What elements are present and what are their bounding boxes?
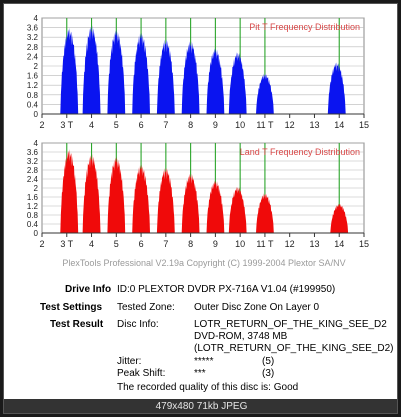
land-distribution-peak <box>181 173 200 233</box>
land-x-tick-label: 15 <box>359 239 369 249</box>
pit-x-tick-label: 10 <box>235 120 245 130</box>
peak-shift-label: Peak Shift: <box>117 368 166 379</box>
land-x-tick-label: 13 <box>309 239 319 249</box>
land-distribution-peak <box>132 164 150 233</box>
jitter-value: (5) <box>262 356 275 367</box>
land-distribution-peak <box>206 180 225 233</box>
land-distribution-peak <box>256 193 274 233</box>
pit-distribution-peak <box>132 32 150 115</box>
disc-info-line1: LOTR_RETURN_OF_THE_KING_SEE_D2 <box>194 319 387 330</box>
pit-x-tick-label: 6 <box>139 120 144 130</box>
pit-x-tick-label: 8 <box>188 120 193 130</box>
land-x-tick-label: 4 <box>89 239 94 249</box>
land-x-tick-label: 2 <box>39 239 44 249</box>
land-x-tick-label: 3 T <box>60 239 73 249</box>
pit-frequency-chart: 00.40.81.21.622.42.83.23.642 3 T 4 5 6 7 8 9 10 1… <box>27 14 369 130</box>
pit-y-tick-label: 1.6 <box>27 72 39 81</box>
pit-x-tick-label: 15 <box>359 120 369 130</box>
test-settings-label: Test Settings <box>40 302 103 313</box>
pit-distribution-peak <box>256 73 274 114</box>
copyright-footer: PlexTools Professional V2.19a Copyright … <box>62 258 345 268</box>
pit-x-tick-label: 14 <box>334 120 344 130</box>
disc-info-line2: DVD-ROM, 3748 MB <box>194 331 288 342</box>
pit-x-tick-label: 2 <box>39 120 44 130</box>
pit-y-tick-label: 3.6 <box>27 24 39 33</box>
pit-x-tick-label: 5 <box>114 120 119 130</box>
land-y-tick-label: 1.2 <box>27 202 39 211</box>
pit-y-tick-label: 4 <box>34 14 39 23</box>
pit-x-tick-label: 12 <box>285 120 295 130</box>
land-y-tick-label: 0.4 <box>27 220 39 229</box>
drive-info-value: ID:0 PLEXTOR DVDR PX-716A V1.04 (#199950… <box>117 284 336 295</box>
land-distribution-peak <box>156 167 175 233</box>
land-y-tick-label: 0 <box>34 229 39 238</box>
jitter-stars: ***** <box>194 356 214 367</box>
land-y-tick-label: 2.4 <box>27 175 39 184</box>
jitter-label: Jitter: <box>117 356 142 367</box>
charts-area: 00.40.81.21.622.42.83.23.642 3 T 4 5 6 7 8 9 10 1… <box>27 14 369 268</box>
land-x-tick-label: 5 <box>114 239 119 249</box>
land-y-tick-label: 2 <box>34 184 39 193</box>
pit-y-tick-label: 0.4 <box>27 100 39 109</box>
land-x-tick-label: 7 <box>163 239 168 249</box>
pit-distribution-peak <box>60 27 79 114</box>
land-y-tick-label: 3.2 <box>27 157 39 166</box>
pit-y-tick-label: 0.8 <box>27 91 39 100</box>
land-y-tick-label: 4 <box>34 139 39 148</box>
tested-zone-value: Outer Disc Zone On Layer 0 <box>194 302 320 313</box>
pit-x-tick-label: 3 T <box>60 120 73 130</box>
disc-info-label: Disc Info: <box>117 319 159 330</box>
pit-x-tick-label: 7 <box>163 120 168 130</box>
pit-x-tick-label: 13 <box>309 120 319 130</box>
pit-distribution-peak <box>156 39 175 114</box>
screenshot-frame: 0 0.4 0.8 1.2 1.6 2 2.4 2.8 3.2 3.6 4 2 3 T 4 5 6 7 8 9 10 1… <box>3 3 398 414</box>
pit-y-tick-label: 3.2 <box>27 33 39 42</box>
pit-x-tick-label: 11 T <box>256 120 274 130</box>
drive-info-label: Drive Info <box>65 284 112 295</box>
land-x-tick-label: 10 <box>235 239 245 249</box>
land-distribution-peak <box>228 186 247 233</box>
pit-distribution-peak <box>82 25 101 115</box>
land-y-tick-label: 2.8 <box>27 166 39 175</box>
pit-x-tick-label: 4 <box>89 120 94 130</box>
land-x-tick-label: 6 <box>139 239 144 249</box>
pit-y-tick-label: 2.4 <box>27 52 39 61</box>
land-distribution-peak <box>107 156 126 233</box>
land-x-tick-label: 11 T <box>256 239 274 249</box>
pit-y-tick-label: 2 <box>34 62 39 71</box>
land-distribution-peak <box>330 203 349 233</box>
peak-shift-value: (3) <box>262 368 275 379</box>
pit-distribution-peak <box>206 48 225 114</box>
pit-distribution-peak <box>107 29 126 114</box>
land-x-tick-label: 12 <box>285 239 295 249</box>
land-chart-title: Land T Frequency Distribution <box>240 147 360 157</box>
pit-distribution-peak <box>181 41 200 114</box>
pit-distribution-peak <box>228 52 247 114</box>
disc-info-line3: (LOTR_RETURN_OF_THE_KING_SEE_D2) <box>194 343 394 354</box>
pit-y-tick-label: 0 <box>34 110 39 119</box>
land-x-tick-label: 9 <box>213 239 218 249</box>
quality-summary: The recorded quality of this disc is: Go… <box>117 382 299 393</box>
pit-y-tick-label: 2.8 <box>27 43 39 52</box>
pit-x-tick-label: 9 <box>213 120 218 130</box>
land-y-tick-label: 3.6 <box>27 148 39 157</box>
test-result-label: Test Result <box>50 319 104 330</box>
tested-zone-label: Tested Zone: <box>117 302 175 313</box>
peak-shift-stars: *** <box>194 368 206 379</box>
land-y-tick-label: 0.8 <box>27 211 39 220</box>
pit-y-tick-label: 1.2 <box>27 81 39 90</box>
land-x-tick-label: 8 <box>188 239 193 249</box>
land-y-tick-label: 1.6 <box>27 193 39 202</box>
pit-distribution-peak <box>327 62 346 114</box>
land-distribution-peak <box>82 154 101 233</box>
pit-chart-title: Pit T Frequency Distribution <box>249 22 360 32</box>
land-frequency-chart: 00.40.81.21.622.42.83.23.642 3 T 4 5 6 7 8 9 10 1… <box>27 139 369 249</box>
land-x-tick-label: 14 <box>334 239 344 249</box>
image-caption: 479x480 71kb JPEG <box>4 399 397 413</box>
land-distribution-peak <box>60 149 79 233</box>
